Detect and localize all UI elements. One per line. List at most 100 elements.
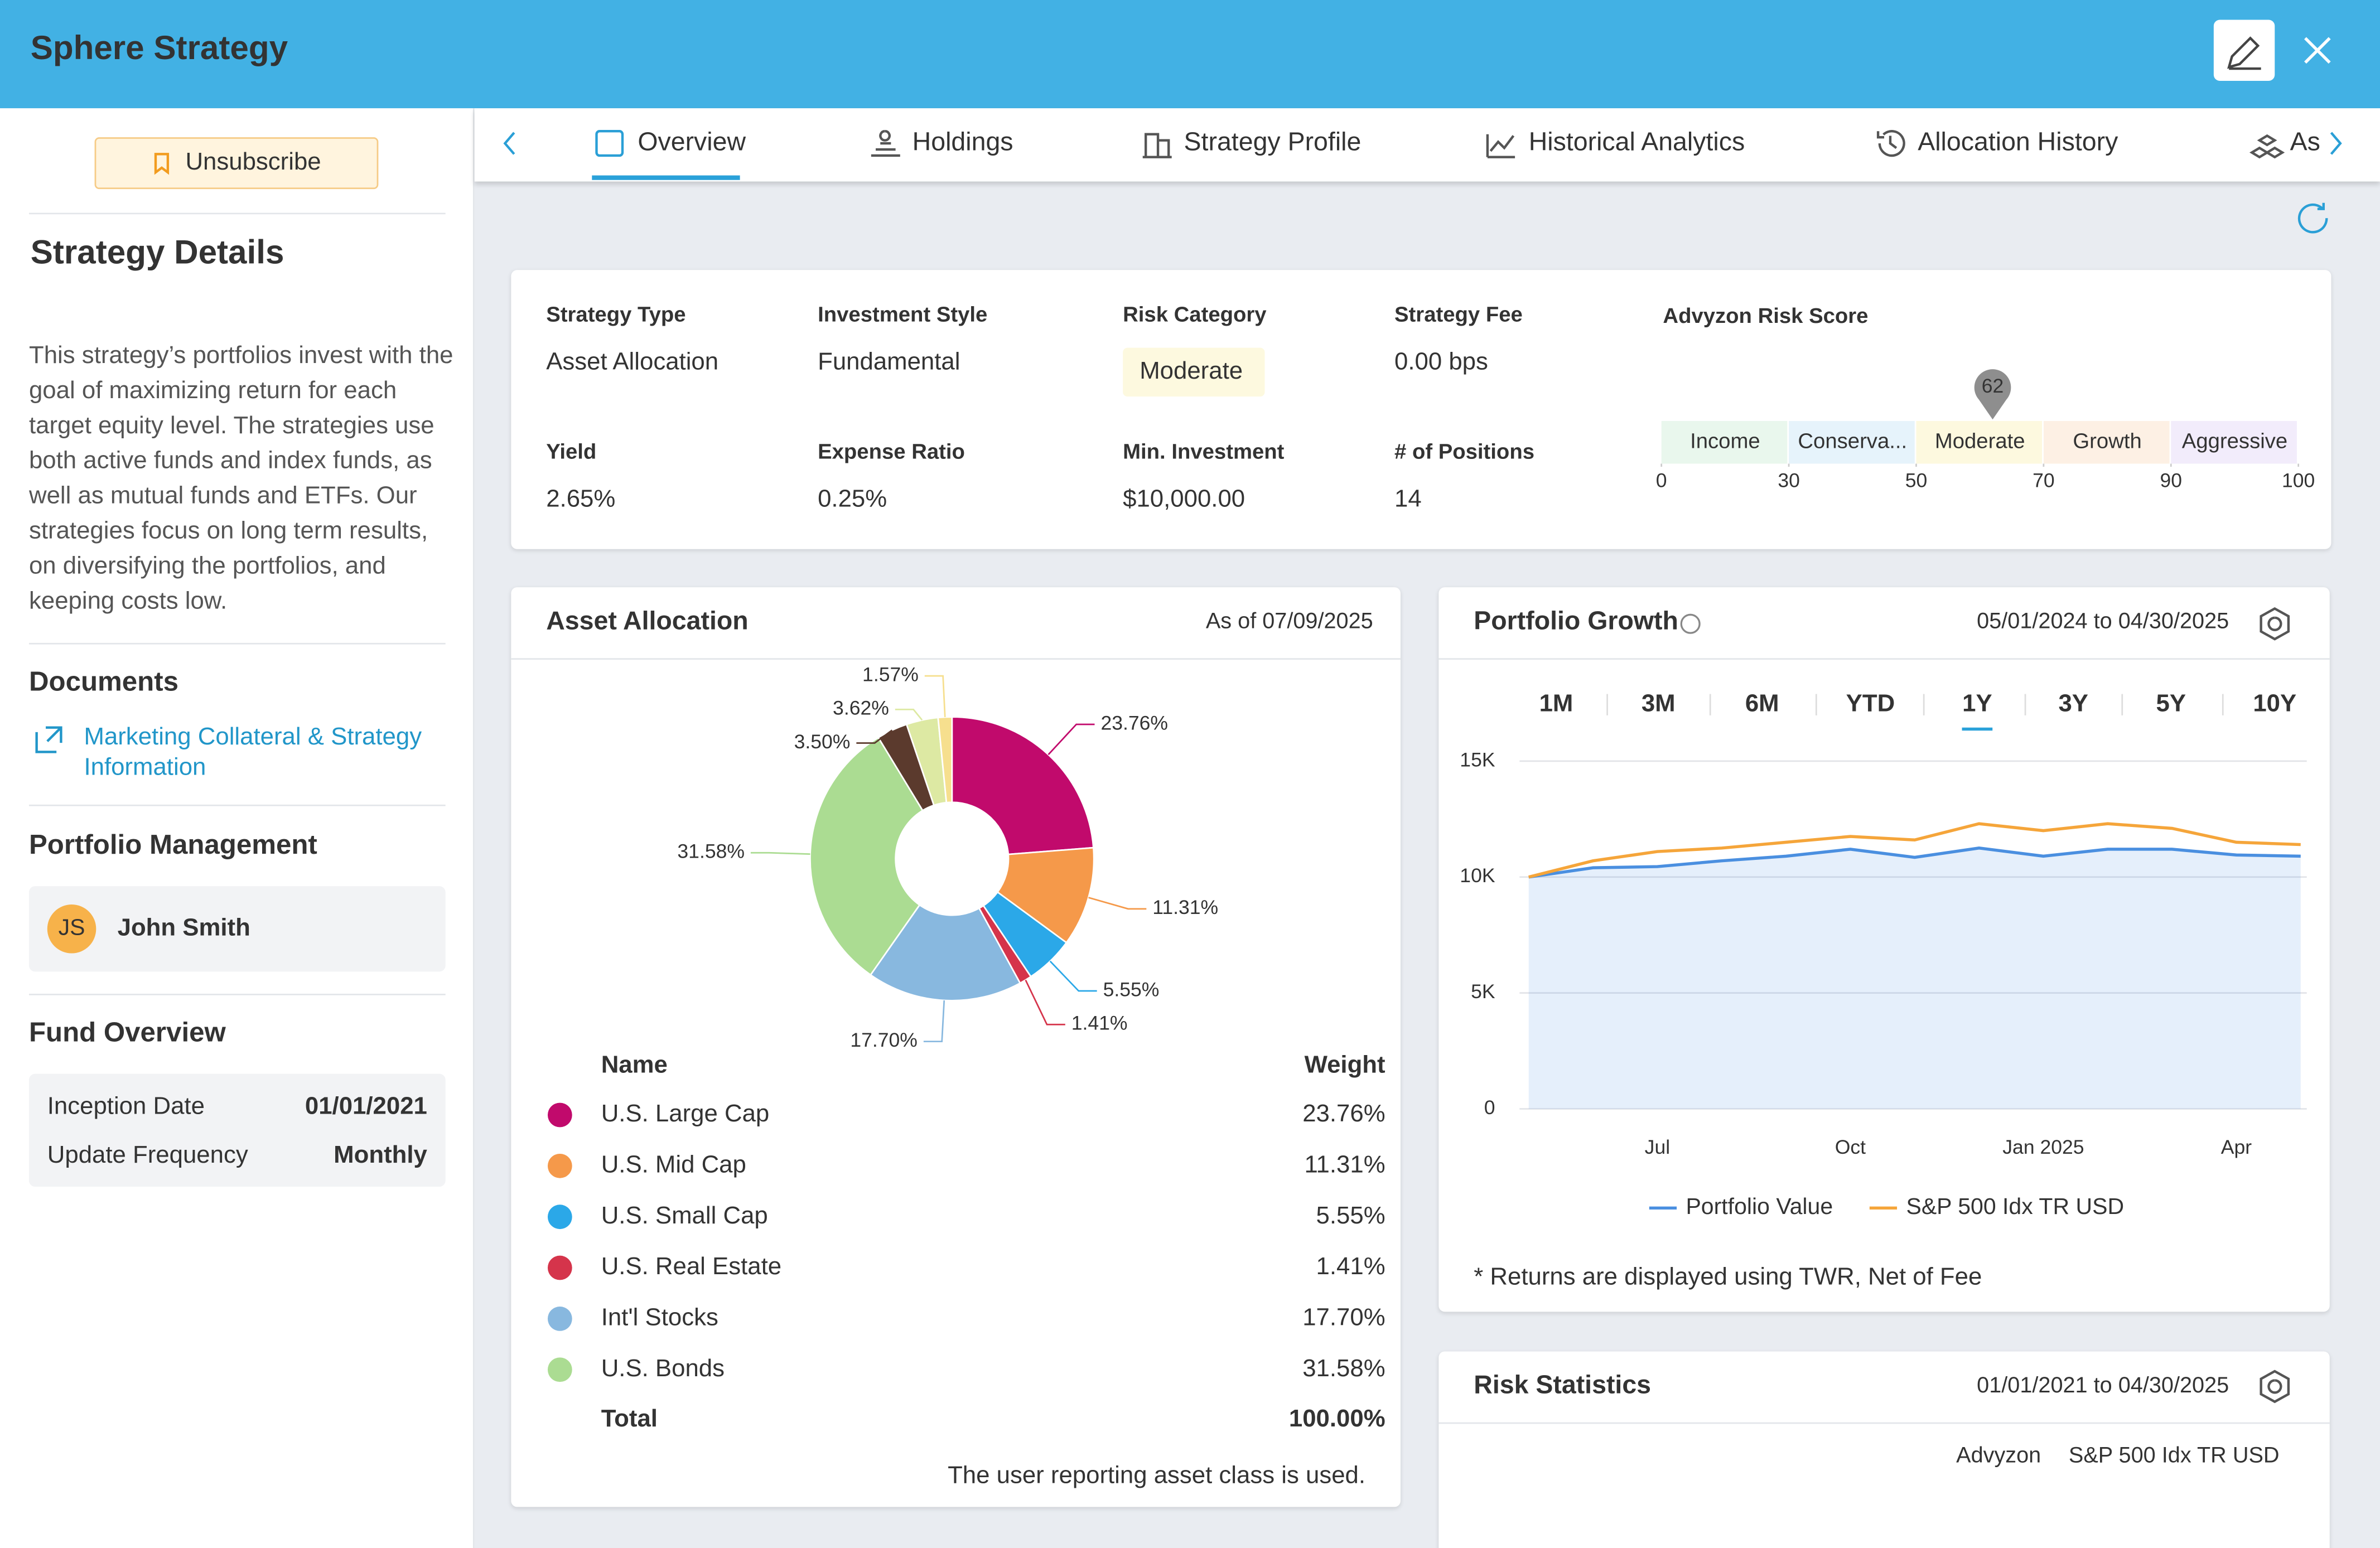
risk-tick-label: 100 <box>2282 470 2315 492</box>
period-button[interactable]: 5Y <box>2156 689 2186 717</box>
legend-dot <box>547 1102 572 1128</box>
settings-icon[interactable] <box>2260 607 2290 641</box>
risk-tick-label: 90 <box>2160 470 2183 492</box>
section-title: Documents <box>29 666 178 696</box>
y-tick-label: 5K <box>1471 980 1495 1003</box>
tab[interactable]: Overview <box>638 127 746 156</box>
period-underline <box>1962 727 1993 731</box>
pie-slice <box>809 736 924 976</box>
risk-tick-label: 30 <box>1778 470 1800 492</box>
holdings-icon <box>871 130 900 157</box>
card-title: Risk Statistics <box>1474 1370 1651 1399</box>
data-label: 17.70% <box>850 1029 918 1051</box>
risk-band <box>1916 420 2043 464</box>
legend-name: U.S. Real Estate <box>601 1252 781 1280</box>
line <box>1528 822 2301 879</box>
y-tick-label: 10K <box>1460 864 1495 887</box>
risk-band-label: Aggressive <box>2182 429 2287 453</box>
field-value: 0.00 bps <box>1394 348 1488 375</box>
tab[interactable]: Allocation History <box>1918 127 2118 156</box>
leader-line <box>1025 979 1065 1025</box>
close-icon[interactable] <box>2304 37 2331 64</box>
period-button[interactable]: 3M <box>1642 689 1676 717</box>
legend-dot <box>547 1255 572 1280</box>
leader-line <box>750 852 810 855</box>
risk-statistics-card <box>1438 1351 2330 1548</box>
edit-button[interactable] <box>2213 20 2275 81</box>
section-title: Portfolio Management <box>29 829 317 860</box>
legend-name: U.S. Mid Cap <box>601 1150 746 1178</box>
field-label: Strategy Fee <box>1394 302 1523 326</box>
period-button[interactable]: 3Y <box>2058 689 2088 717</box>
legend-weight: 17.70% <box>1302 1303 1385 1331</box>
tab[interactable]: Historical Analytics <box>1529 127 1745 156</box>
field-label: Yield <box>546 439 596 463</box>
legend-weight: 31.58% <box>1302 1354 1385 1382</box>
icons <box>35 36 2342 1404</box>
unsubscribe-button[interactable] <box>94 137 379 190</box>
column-header: S&P 500 Idx TR USD <box>2069 1443 2280 1468</box>
section-title: Fund Overview <box>29 1017 226 1048</box>
fund-label: Update Frequency <box>47 1141 248 1168</box>
date-range: 01/01/2021 to 04/30/2025 <box>1977 1373 2229 1397</box>
field-label: Investment Style <box>818 302 987 326</box>
x-tick-label: Oct <box>1835 1136 1866 1158</box>
table-header: Weight <box>1305 1051 1385 1078</box>
period-button[interactable]: 1Y <box>1962 689 1992 717</box>
period-button[interactable]: YTD <box>1846 689 1895 717</box>
card-title: Portfolio Growth <box>1474 606 1678 635</box>
period-button[interactable]: 10Y <box>2253 689 2296 717</box>
tab-next[interactable] <box>2330 132 2342 155</box>
risk-band-label: Income <box>1690 429 1760 453</box>
date-range: 05/01/2024 to 04/30/2025 <box>1977 608 2229 633</box>
dividers <box>28 212 2330 1424</box>
info-icon[interactable] <box>1680 613 1701 634</box>
field-value: $10,000.00 <box>1123 485 1245 512</box>
settings-icon[interactable] <box>2260 1370 2290 1404</box>
document-link[interactable]: Marketing Collateral & Strategy Informat… <box>84 724 422 781</box>
section-title: Strategy Details <box>31 234 284 271</box>
total-label: Total <box>601 1405 658 1432</box>
overview-icon <box>595 130 624 157</box>
fund-card <box>28 1073 446 1187</box>
external-link-icon <box>35 726 62 753</box>
data-label: 5.55% <box>1103 978 1160 1000</box>
field-value: Fundamental <box>818 348 960 375</box>
tab[interactable]: Strategy Profile <box>1184 127 1362 156</box>
data-label: 23.76% <box>1100 712 1168 734</box>
period-button[interactable]: 1M <box>1539 689 1573 717</box>
period-button[interactable]: 6M <box>1745 689 1779 717</box>
fund-value: Monthly <box>334 1141 427 1168</box>
leader-line <box>923 1000 945 1043</box>
strategy-description: This strategy’s portfolios invest with t… <box>28 343 453 615</box>
legend-dot <box>547 1357 572 1382</box>
field-value: 14 <box>1394 485 1422 512</box>
line <box>1528 846 2301 879</box>
risk-band-label: Moderate <box>1935 429 2025 453</box>
x-tick-label: Jan 2025 <box>2002 1136 2084 1158</box>
manager-card <box>28 886 446 972</box>
field-value: Moderate <box>1140 357 1243 384</box>
legend-name: U.S. Bonds <box>601 1354 725 1382</box>
card-title: Asset Allocation <box>546 606 748 635</box>
legend-weight: 23.76% <box>1302 1100 1385 1127</box>
legend-weight: 5.55% <box>1316 1202 1385 1229</box>
risk-tick-label: 70 <box>2033 470 2055 492</box>
data-label: 31.58% <box>677 840 745 863</box>
risk-band <box>1789 420 1915 464</box>
analytics-icon <box>1486 134 1515 158</box>
tab[interactable]: Holdings <box>913 127 1013 156</box>
field-label: # of Positions <box>1394 439 1534 463</box>
bookmark-icon <box>154 153 170 175</box>
area <box>1528 848 2301 1109</box>
legend-label: S&P 500 Idx TR USD <box>1906 1193 2124 1219</box>
refresh-icon[interactable] <box>2297 202 2328 234</box>
tab[interactable]: As <box>2290 127 2320 156</box>
data-label: 3.50% <box>794 731 851 753</box>
unsubscribe-label[interactable]: Unsubscribe <box>185 148 321 175</box>
tab-prev[interactable] <box>503 132 515 155</box>
footnote: The user reporting asset class is used. <box>948 1461 1365 1488</box>
leader-line <box>1049 960 1097 992</box>
risk-title: Advyzon Risk Score <box>1663 304 1868 328</box>
legend-dot <box>547 1204 572 1230</box>
